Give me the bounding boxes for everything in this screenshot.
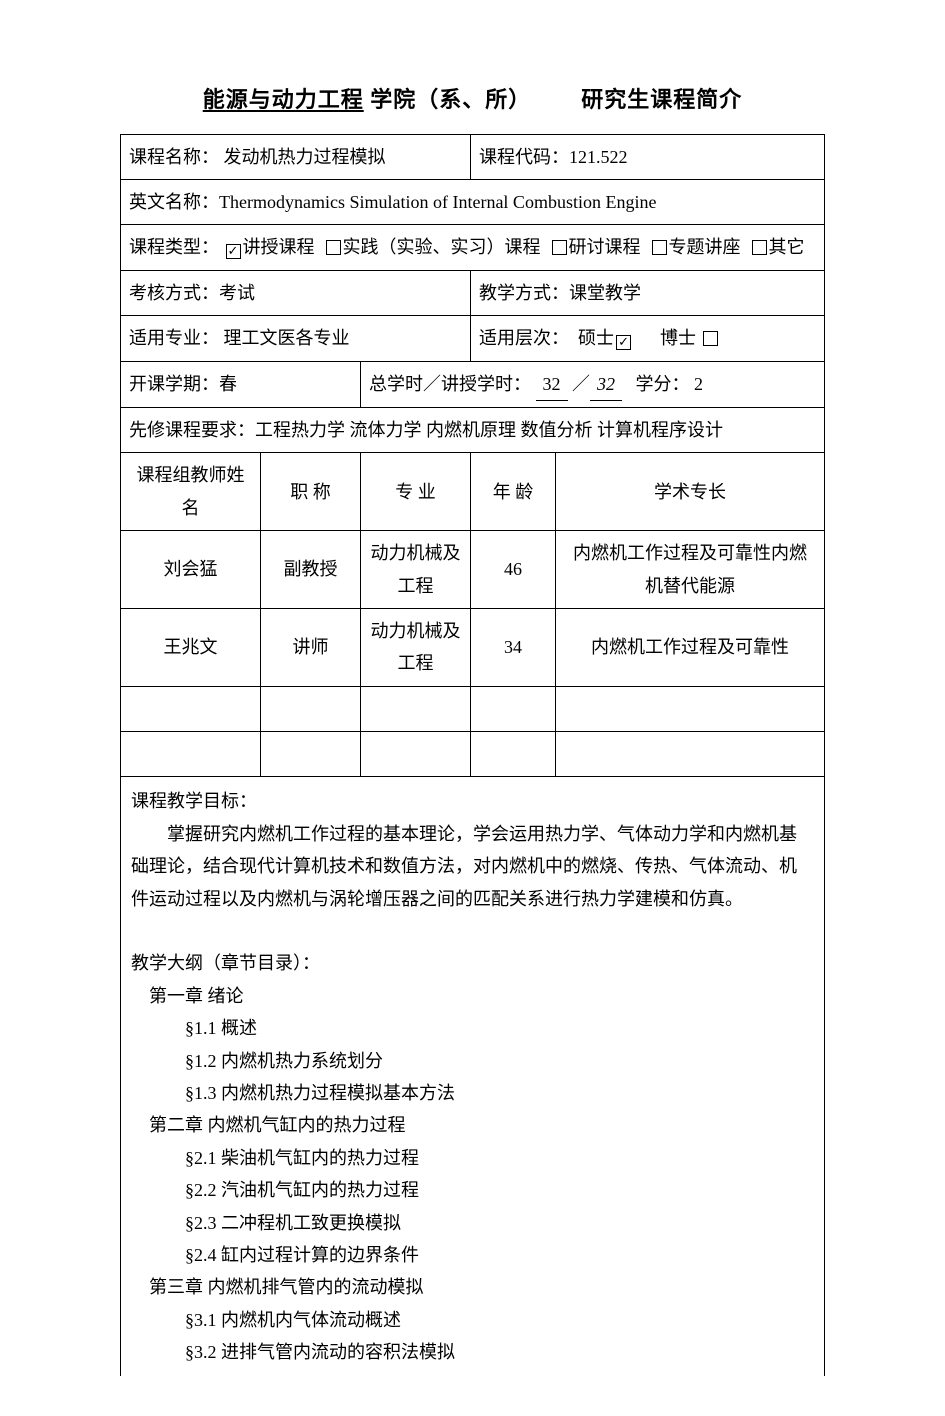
row-course-name: 课程名称： 发动机热力过程模拟 课程代码：121.522 — [121, 134, 825, 179]
s1-1: §1.1 概述 — [131, 1012, 814, 1044]
row-exam: 考核方式：考试 教学方式：课堂教学 — [121, 270, 825, 315]
opt-seminar: 研讨课程 — [569, 237, 641, 257]
row-semester: 开课学期：春 总学时／讲授学时： 32 ／32 学分： 2 — [121, 361, 825, 407]
row-major-level: 适用专业： 理工文医各专业 适用层次： 硕士 博士 — [121, 316, 825, 361]
opt-topic: 专题讲座 — [669, 237, 741, 257]
teacher-row-empty — [121, 686, 825, 731]
checkbox-master[interactable] — [616, 335, 631, 350]
th-age: 年 龄 — [471, 453, 556, 531]
teacher-row: 刘会猛 副教授 动力机械及工程 46 内燃机工作过程及可靠性内燃机替代能源 — [121, 531, 825, 609]
s2-4: §2.4 缸内过程计算的边界条件 — [131, 1239, 814, 1271]
value-hours-total: 32 — [536, 368, 568, 401]
text-goal: 掌握研究内燃机工作过程的基本理论，学会运用热力学、气体动力学和内燃机基础理论，结… — [131, 818, 814, 915]
th-title: 职 称 — [261, 453, 361, 531]
value-semester: 春 — [219, 374, 237, 394]
checkbox-topic[interactable] — [652, 240, 667, 255]
s2-1: §2.1 柴油机气缸内的热力过程 — [131, 1142, 814, 1174]
t1-title: 副教授 — [261, 531, 361, 609]
label-syllabus: 教学大纲（章节目录）： — [131, 947, 814, 979]
label-course-type: 课程类型： — [129, 237, 219, 257]
level-phd: 博士 — [660, 328, 696, 348]
checkbox-other[interactable] — [752, 240, 767, 255]
label-major: 适用专业： — [129, 328, 219, 348]
title-right: 研究生课程简介 — [581, 87, 742, 112]
row-english-name: 英文名称：Thermodynamics Simulation of Intern… — [121, 179, 825, 224]
label-prereq: 先修课程要求： — [129, 420, 255, 440]
th-major: 专 业 — [361, 453, 471, 531]
teacher-row-empty — [121, 732, 825, 777]
label-exam: 考核方式： — [129, 283, 219, 303]
t2-spec: 内燃机工作过程及可靠性 — [556, 608, 825, 686]
t1-spec: 内燃机工作过程及可靠性内燃机替代能源 — [556, 531, 825, 609]
label-course-name: 课程名称： — [129, 147, 219, 167]
label-hours: 总学时／讲授学时： — [369, 374, 531, 394]
label-semester: 开课学期： — [129, 374, 219, 394]
t1-name: 刘会猛 — [121, 531, 261, 609]
s1-2: §1.2 内燃机热力系统划分 — [131, 1045, 814, 1077]
teacher-row: 王兆文 讲师 动力机械及工程 34 内燃机工作过程及可靠性 — [121, 608, 825, 686]
s3-2: §3.2 进排气管内流动的容积法模拟 — [131, 1336, 814, 1368]
s2-3: §2.3 二冲程机工致更换模拟 — [131, 1207, 814, 1239]
title-middle: 学院（系、所） — [364, 87, 532, 112]
t1-major: 动力机械及工程 — [361, 531, 471, 609]
label-goal: 课程教学目标： — [131, 785, 814, 817]
s2-2: §2.2 汽油机气缸内的热力过程 — [131, 1174, 814, 1206]
t2-name: 王兆文 — [121, 608, 261, 686]
row-course-type: 课程类型： 讲授课程 实践（实验、实习）课程 研讨课程 专题讲座 其它 — [121, 225, 825, 270]
ch2: 第二章 内燃机气缸内的热力过程 — [131, 1109, 814, 1141]
checkbox-lecture[interactable] — [226, 244, 241, 259]
course-form-table: 课程名称： 发动机热力过程模拟 课程代码：121.522 英文名称：Thermo… — [120, 134, 825, 1377]
opt-lecture: 讲授课程 — [243, 237, 315, 257]
value-course-code: 121.522 — [569, 147, 628, 167]
th-spec: 学术专长 — [556, 453, 825, 531]
checkbox-seminar[interactable] — [552, 240, 567, 255]
s3-1: §3.1 内燃机内气体流动概述 — [131, 1304, 814, 1336]
label-english: 英文名称： — [129, 192, 219, 212]
s1-3: §1.3 内燃机热力过程模拟基本方法 — [131, 1077, 814, 1109]
value-teach-method: 课堂教学 — [569, 283, 641, 303]
value-english: Thermodynamics Simulation of Internal Co… — [219, 192, 656, 212]
opt-other: 其它 — [769, 237, 805, 257]
ch3: 第三章 内燃机排气管内的流动模拟 — [131, 1271, 814, 1303]
title-school: 能源与动力工程 — [203, 87, 364, 112]
th-name: 课程组教师姓名 — [121, 453, 261, 531]
label-teach-method: 教学方式： — [479, 283, 569, 303]
row-prereq: 先修课程要求：工程热力学 流体力学 内燃机原理 数值分析 计算机程序设计 — [121, 407, 825, 452]
ch1: 第一章 绪论 — [131, 980, 814, 1012]
t2-age: 34 — [471, 608, 556, 686]
value-credit: 2 — [694, 374, 703, 394]
opt-practice: 实践（实验、实习）课程 — [343, 237, 541, 257]
t2-major: 动力机械及工程 — [361, 608, 471, 686]
level-master: 硕士 — [578, 328, 614, 348]
t1-age: 46 — [471, 531, 556, 609]
t2-title: 讲师 — [261, 608, 361, 686]
value-prereq: 工程热力学 流体力学 内燃机原理 数值分析 计算机程序设计 — [255, 420, 723, 440]
label-level: 适用层次： — [479, 328, 569, 348]
teacher-header-row: 课程组教师姓名 职 称 专 业 年 龄 学术专长 — [121, 453, 825, 531]
value-course-name: 发动机热力过程模拟 — [224, 147, 386, 167]
page-title: 能源与动力工程 学院（系、所） 研究生课程简介 — [120, 80, 825, 120]
checkbox-phd[interactable] — [703, 331, 718, 346]
checkbox-practice[interactable] — [326, 240, 341, 255]
value-hours-lecture: 32 — [590, 368, 622, 401]
label-course-code: 课程代码： — [479, 147, 569, 167]
value-major: 理工文医各专业 — [224, 328, 350, 348]
value-exam: 考试 — [219, 283, 255, 303]
label-credit: 学分： — [636, 374, 690, 394]
row-content: 课程教学目标： 掌握研究内燃机工作过程的基本理论，学会运用热力学、气体动力学和内… — [121, 777, 825, 1377]
